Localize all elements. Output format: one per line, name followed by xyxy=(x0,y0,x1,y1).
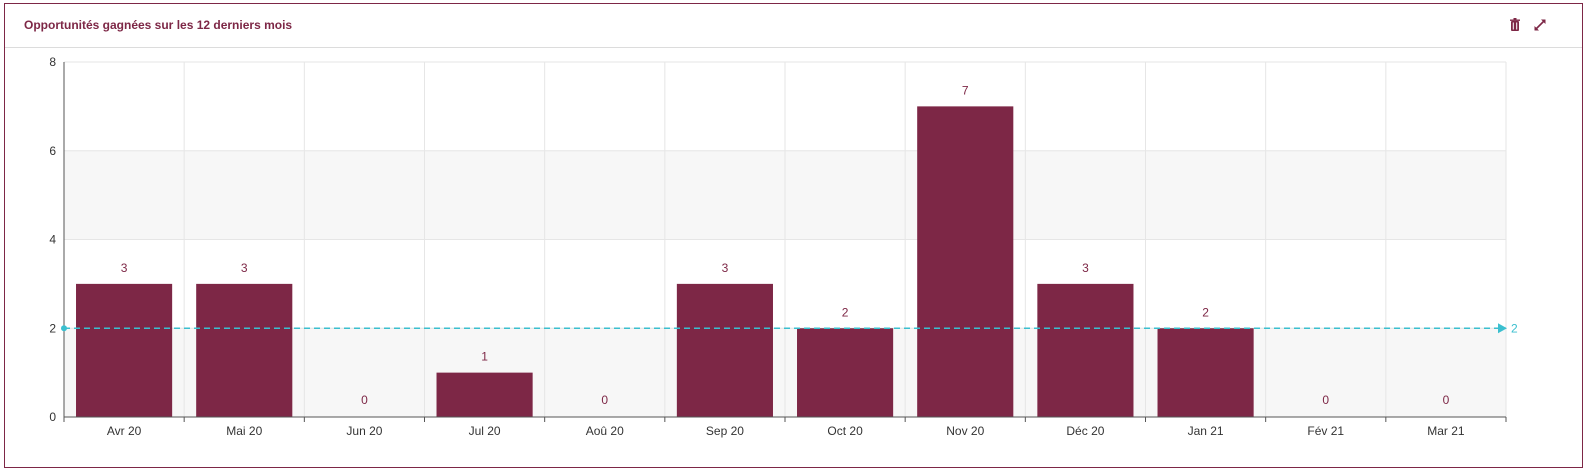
bar-value-label: 0 xyxy=(1322,393,1329,407)
trash-icon[interactable] xyxy=(1507,17,1523,33)
y-tick-label: 2 xyxy=(49,321,56,335)
average-line-arrow xyxy=(1498,323,1507,334)
bar xyxy=(76,283,173,417)
bar-value-label: 0 xyxy=(601,393,608,407)
bar-value-label: 3 xyxy=(1082,261,1089,275)
bar-value-label: 3 xyxy=(722,261,729,275)
panel-header: Opportunités gagnées sur les 12 derniers… xyxy=(5,4,1582,48)
bar xyxy=(917,106,1014,417)
x-tick-label: Oct 20 xyxy=(827,424,863,438)
bar xyxy=(436,372,533,417)
y-tick-label: 6 xyxy=(49,144,56,158)
panel-title: Opportunités gagnées sur les 12 derniers… xyxy=(24,18,293,32)
x-tick-label: Jul 20 xyxy=(469,424,501,438)
x-tick-label: Avr 20 xyxy=(107,424,142,438)
bar xyxy=(196,283,293,417)
x-tick-label: Aoû 20 xyxy=(586,424,624,438)
bar-value-label: 1 xyxy=(481,350,488,364)
y-tick-label: 8 xyxy=(49,55,56,69)
bar-value-label: 7 xyxy=(962,83,969,97)
expand-icon[interactable] xyxy=(1532,17,1548,33)
bar-value-label: 3 xyxy=(241,261,248,275)
bar-value-label: 0 xyxy=(361,393,368,407)
bar xyxy=(797,328,894,417)
x-tick-label: Mar 21 xyxy=(1427,424,1465,438)
average-line-label: 2 xyxy=(1511,321,1518,335)
bar xyxy=(1157,328,1254,417)
bar-value-label: 2 xyxy=(842,305,849,319)
bar-value-label: 2 xyxy=(1202,305,1209,319)
bar xyxy=(676,283,773,417)
x-tick-label: Fév 21 xyxy=(1307,424,1344,438)
y-tick-label: 0 xyxy=(49,410,56,424)
bar-value-label: 3 xyxy=(121,261,128,275)
bar xyxy=(1037,283,1134,417)
x-tick-label: Nov 20 xyxy=(946,424,984,438)
bar-value-label: 0 xyxy=(1443,393,1450,407)
x-tick-label: Jan 21 xyxy=(1188,424,1224,438)
y-tick-label: 4 xyxy=(49,233,56,247)
x-tick-label: Jun 20 xyxy=(346,424,382,438)
average-line-start-marker xyxy=(61,325,67,332)
x-tick-label: Mai 20 xyxy=(226,424,262,438)
x-tick-label: Sep 20 xyxy=(706,424,744,438)
x-tick-label: Déc 20 xyxy=(1066,424,1104,438)
